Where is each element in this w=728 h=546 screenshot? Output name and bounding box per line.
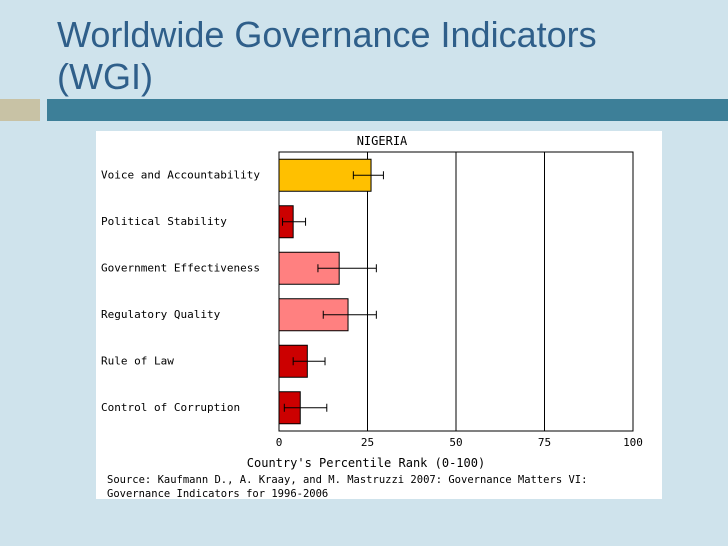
governance-bar-chart: NIGERIA Voice and Accountability Political… — [101, 134, 643, 470]
category-label-2: Government Effectiveness — [101, 261, 260, 274]
x-tick-label-25: 25 — [361, 436, 374, 449]
x-tick-label-50: 50 — [449, 436, 462, 449]
category-label-1: Political Stability — [101, 215, 227, 228]
title-accent-square — [0, 99, 40, 121]
chart-title: NIGERIA — [357, 134, 408, 148]
chart-panel: NIGERIA Voice and Accountability Political… — [96, 131, 662, 499]
x-tick-label-100: 100 — [623, 436, 643, 449]
category-label-5: Control of Corruption — [101, 401, 240, 414]
category-label-3: Regulatory Quality — [101, 308, 221, 321]
category-label-0: Voice and Accountability — [101, 168, 260, 181]
x-axis-label: Country's Percentile Rank (0-100) — [247, 456, 485, 470]
title-accent-bar — [47, 99, 728, 121]
category-label-4: Rule of Law — [101, 354, 174, 367]
slide-title: Worldwide Governance Indicators (WGI) — [57, 14, 597, 97]
x-tick-label-0: 0 — [276, 436, 283, 449]
x-tick-label-75: 75 — [538, 436, 551, 449]
source-note: Source: Kaufmann D., A. Kraay, and M. Ma… — [107, 474, 588, 500]
plot-frame — [278, 151, 634, 432]
